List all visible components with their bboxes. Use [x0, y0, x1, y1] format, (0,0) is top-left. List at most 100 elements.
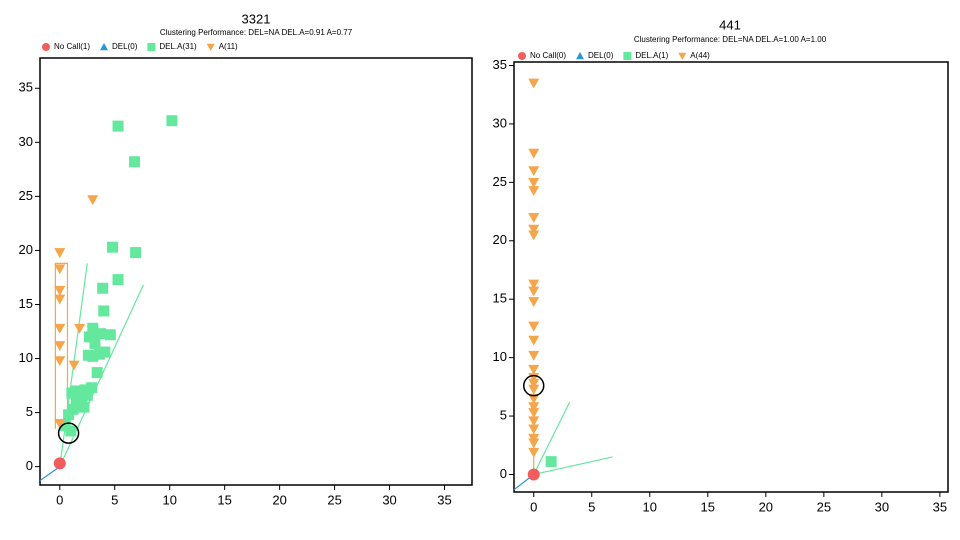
point [54, 323, 66, 334]
x-tick-label: 30 [382, 492, 396, 507]
chart-title: 441 [719, 17, 741, 32]
point [528, 224, 540, 235]
legend-label: DEL(0) [112, 42, 138, 51]
x-tick-label: 25 [817, 499, 831, 514]
legend-marker [518, 52, 526, 60]
plot-frame [513, 61, 949, 493]
point [54, 356, 66, 367]
y-tick-label: 30 [19, 134, 33, 149]
point [528, 364, 540, 375]
point [528, 416, 540, 427]
y-tick-label: 10 [493, 349, 507, 364]
legend-label: DEL.A(1) [635, 51, 668, 60]
point [107, 241, 119, 253]
x-tick-label: 0 [530, 499, 537, 514]
guide-line [533, 401, 571, 475]
point [89, 337, 101, 349]
point [83, 331, 95, 343]
point [528, 177, 540, 188]
chart-subtitle: Clustering Performance: DEL=NA DEL.A=1.0… [634, 35, 827, 44]
y-tick-label: 15 [493, 291, 507, 306]
point [87, 195, 99, 206]
point [54, 286, 66, 296]
point [528, 335, 540, 346]
point [74, 323, 86, 334]
guide-line [54, 262, 69, 429]
point [93, 348, 105, 360]
x-tick-label: 35 [437, 492, 451, 507]
x-tick-label: 15 [217, 492, 231, 507]
y-tick-label: 35 [493, 57, 507, 72]
point [54, 248, 66, 259]
chart-title: 3321 [242, 11, 271, 26]
point [87, 322, 99, 334]
point [528, 230, 540, 241]
point [66, 387, 78, 399]
x-tick-label: 35 [933, 499, 947, 514]
point [63, 409, 75, 421]
x-tick-label: 5 [588, 499, 595, 514]
x-tick-label: 20 [272, 492, 286, 507]
point [528, 166, 540, 177]
y-tick-label: 25 [19, 188, 33, 203]
legend-marker [576, 52, 585, 60]
y-tick-label: 5 [500, 407, 507, 422]
point [528, 148, 540, 159]
point [112, 120, 124, 132]
point [54, 341, 66, 352]
x-tick-label: 15 [701, 499, 715, 514]
point [104, 329, 116, 341]
legend-label: A(11) [219, 42, 238, 51]
point [527, 468, 540, 481]
point [87, 350, 99, 362]
point [528, 384, 540, 395]
legend-marker [100, 43, 109, 51]
point [528, 321, 540, 332]
guide-line [533, 456, 613, 476]
point [91, 367, 103, 379]
point [53, 457, 66, 470]
x-tick-label: 10 [643, 499, 657, 514]
legend-marker [678, 52, 687, 60]
point [528, 350, 540, 361]
point [528, 408, 540, 419]
point [54, 418, 66, 429]
legend-marker [147, 43, 156, 51]
y-tick-label: 15 [19, 296, 33, 311]
point [528, 286, 540, 297]
point [54, 264, 66, 275]
legend-marker [42, 43, 50, 51]
x-tick-label: 25 [327, 492, 341, 507]
point [528, 279, 540, 290]
legend-label: No Call(0) [530, 51, 566, 60]
highlight-circle [57, 422, 80, 444]
x-tick-label: 20 [759, 499, 773, 514]
x-tick-label: 30 [875, 499, 889, 514]
point [59, 420, 71, 432]
point [68, 360, 80, 371]
legend-label: DEL(0) [588, 51, 614, 60]
point [528, 186, 540, 197]
point [528, 213, 540, 223]
x-tick-label: 0 [56, 492, 63, 507]
point [54, 294, 66, 305]
point [97, 282, 109, 294]
point [528, 447, 540, 458]
point [545, 456, 557, 468]
plot-frame [39, 57, 473, 486]
y-tick-label: 20 [493, 232, 507, 247]
point [78, 401, 90, 413]
y-tick-label: 0 [26, 458, 33, 473]
point [528, 402, 540, 413]
point [528, 424, 540, 435]
y-tick-label: 25 [493, 174, 507, 189]
point [130, 247, 142, 259]
highlight-circle [522, 374, 545, 397]
legend-label: DEL.A(31) [159, 42, 197, 51]
y-tick-label: 35 [19, 80, 33, 95]
point [528, 78, 540, 89]
point [528, 438, 540, 449]
legend-label: A(44) [690, 51, 710, 60]
chart-subtitle: Clustering Performance: DEL=NA DEL.A=0.9… [160, 28, 353, 37]
